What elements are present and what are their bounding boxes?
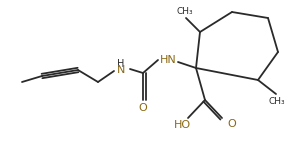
Text: HO: HO xyxy=(173,120,191,130)
Text: HN: HN xyxy=(160,55,176,65)
Text: N: N xyxy=(117,65,125,75)
Text: O: O xyxy=(227,119,236,129)
Text: CH₃: CH₃ xyxy=(177,6,193,15)
Text: H: H xyxy=(117,59,125,69)
Text: CH₃: CH₃ xyxy=(269,96,285,106)
Text: O: O xyxy=(139,103,147,113)
